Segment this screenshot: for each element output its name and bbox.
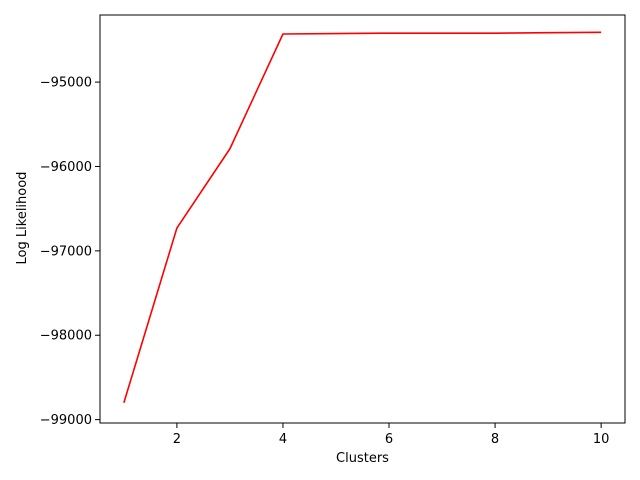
y-tick-label: −96000 <box>40 160 92 175</box>
y-tick-label: −95000 <box>40 76 92 91</box>
series-line-0 <box>123 31 602 403</box>
y-tick-label: −99000 <box>40 413 92 428</box>
x-tick-label: 2 <box>173 432 181 447</box>
y-tick-label: −97000 <box>40 244 92 259</box>
x-tick-label: 10 <box>593 432 610 447</box>
x-tick-label: 4 <box>279 432 287 447</box>
y-axis-label: Log Likelihood <box>15 172 30 265</box>
plot-frame <box>99 14 626 424</box>
x-tick-label: 8 <box>491 432 499 447</box>
y-tick-label: −98000 <box>40 329 92 344</box>
series-layer <box>123 31 602 403</box>
x-tick-label: 6 <box>385 432 393 447</box>
y-axis-ticks: −99000 −98000 −97000 −96000 −95000 <box>40 76 100 428</box>
x-axis-label: Clusters <box>336 451 389 466</box>
plot-area <box>99 14 626 424</box>
x-axis-ticks: 2 4 6 8 10 <box>173 423 610 447</box>
